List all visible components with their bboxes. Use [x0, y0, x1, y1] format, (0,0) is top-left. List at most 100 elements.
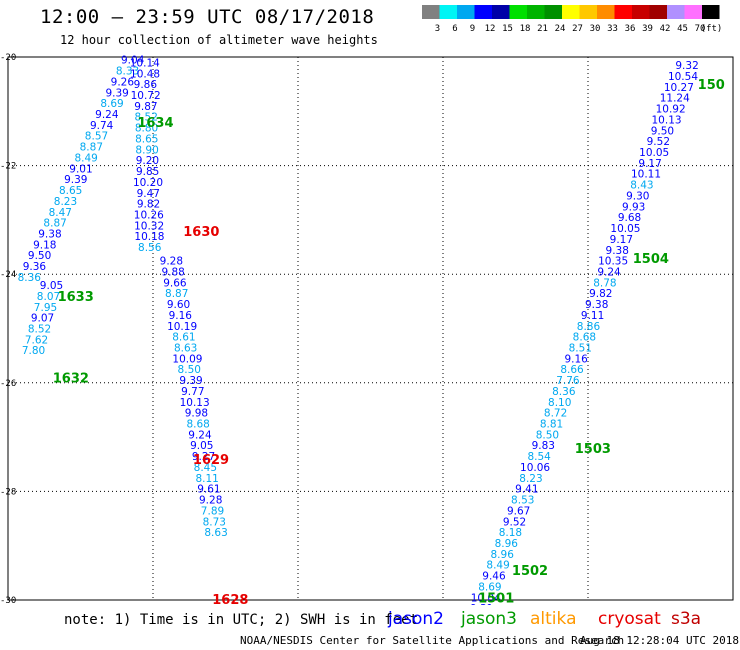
wave-height-value: 9.68: [618, 212, 641, 224]
wave-height-value: 7.80: [22, 345, 45, 357]
wave-height-value: 9.88: [161, 266, 184, 278]
legend-swatch: [702, 5, 720, 19]
wave-height-value: 8.11: [195, 473, 218, 485]
wave-height-value: 8.63: [204, 527, 227, 539]
legend-swatch: [579, 5, 597, 19]
pass-label: 1629: [193, 453, 229, 468]
wave-height-value: 9.67: [507, 505, 530, 517]
wave-height-value: 9.05: [40, 280, 63, 292]
wave-height-value: 11.24: [660, 93, 690, 105]
page-title: 12:00 – 23:59 UTC 08/17/2018: [40, 6, 375, 28]
wave-height-value: 9.52: [647, 136, 670, 148]
wave-height-value: 8.90: [135, 144, 158, 156]
plot-frame: [7, 56, 734, 601]
wave-height-value: 8.63: [174, 343, 197, 355]
wave-height-value: 9.01: [69, 163, 92, 175]
legend-swatch: [649, 5, 667, 19]
legend-swatch: [439, 5, 457, 19]
pass-label: 1501: [478, 591, 514, 605]
wave-height-value: 10.05: [639, 147, 669, 159]
footer-note: note: 1) Time is in UTC; 2) SWH is in fe…: [64, 612, 419, 628]
pass-label: 1628: [212, 593, 248, 605]
y-tick-label: -20: [0, 53, 16, 63]
pass-label: 1632: [53, 371, 89, 386]
wave-height-value: 9.24: [95, 109, 119, 121]
pass-label: 1634: [137, 116, 173, 131]
wave-height-value: 7.89: [201, 505, 224, 517]
wave-height-value: 9.86: [134, 79, 158, 91]
wave-height-value: 8.33: [116, 66, 139, 78]
wave-height-value: 9.38: [585, 299, 608, 311]
legend-tick-label: 42: [660, 24, 671, 34]
wave-height-value: 8.81: [540, 419, 563, 431]
wave-height-value: 9.52: [503, 516, 526, 528]
wave-height-value: 8.87: [80, 142, 103, 154]
wave-height-value: 9.50: [651, 125, 674, 137]
legend-tick-label: 18: [520, 24, 531, 34]
pass-label: 1504: [633, 252, 669, 267]
wave-height-value: 8.10: [548, 397, 571, 409]
wave-height-value: 8.69: [100, 98, 123, 110]
wave-height-value: 9.61: [197, 484, 220, 496]
legend-swatch: [527, 5, 545, 19]
wave-height-value: 8.56: [138, 242, 162, 254]
pass-label: 1630: [183, 225, 219, 240]
wave-height-value: 8.65: [135, 133, 158, 145]
wave-height-value: 9.66: [163, 277, 187, 289]
wave-height-value: 8.69: [478, 581, 501, 593]
legend-tick-label: 24: [555, 24, 566, 34]
legend-tick-label: 9: [470, 24, 475, 34]
wave-height-value: 8.80: [135, 123, 158, 135]
wave-height-value: 10.27: [664, 82, 694, 94]
y-tick-label: -24: [0, 270, 16, 280]
mission-cryosat: cryosat: [598, 609, 661, 629]
legend-tick-label: 27: [572, 24, 583, 34]
wave-height-value: 9.39: [64, 174, 87, 186]
wave-height-value: 8.68: [573, 332, 596, 344]
wave-height-value: 8.73: [203, 516, 226, 528]
mission-jason2: jason2: [388, 609, 444, 629]
wave-height-value: 9.85: [136, 166, 159, 178]
wave-height-value: 9.17: [610, 234, 633, 246]
wave-height-value: 9.11: [581, 310, 604, 322]
wave-height-value: 8.23: [54, 196, 77, 208]
legend-tick-label: 39: [642, 24, 653, 34]
wave-height-value: 8.65: [59, 185, 82, 197]
wave-height-value: 9.38: [606, 245, 629, 257]
wave-height-value: 7.62: [25, 334, 48, 346]
legend-swatch: [614, 5, 632, 19]
legend-swatch: [544, 5, 562, 19]
y-tick-label: -26: [0, 379, 16, 389]
legend-tick-label: 21: [537, 24, 548, 34]
wave-height-value: 9.39: [179, 375, 202, 387]
wave-height-value: 8.18: [499, 527, 522, 539]
wave-height-value: 8.49: [74, 152, 97, 164]
wave-height-value: 8.50: [178, 364, 201, 376]
mission-s3a: s3a: [671, 609, 702, 629]
wave-height-value: 8.86: [577, 321, 601, 333]
wave-height-value: 9.74: [90, 120, 114, 132]
wave-height-value: 8.78: [593, 277, 616, 289]
legend-swatch: [457, 5, 475, 19]
wave-height-value: 8.52: [135, 112, 158, 124]
wave-height-value: 9.27: [192, 451, 215, 463]
pass-label: 150: [698, 78, 725, 93]
legend-tick-label: 36: [625, 24, 636, 34]
legend-swatch: [422, 5, 440, 19]
wave-height-value: 9.17: [638, 158, 661, 170]
wave-height-value: 9.26: [111, 76, 135, 88]
wave-height-value: 8.53: [511, 495, 534, 507]
wave-height-value: 10.20: [133, 177, 163, 189]
page-subtitle: 12 hour collection of altimeter wave hei…: [60, 33, 378, 47]
wave-height-value: 9.07: [31, 313, 54, 325]
wave-height-value: 10.35: [598, 256, 628, 268]
wave-height-value: 9.82: [589, 288, 612, 300]
wave-height-value: 10.05: [610, 223, 640, 235]
legend-swatch: [474, 5, 492, 19]
pass-label: 1502: [512, 564, 548, 579]
legend-swatch: [597, 5, 615, 19]
wave-height-value: 8.36: [18, 272, 42, 284]
mission-jason3: jason3: [461, 609, 517, 629]
y-tick-label: -28: [0, 487, 16, 497]
wave-height-value: 9.04: [121, 55, 145, 67]
